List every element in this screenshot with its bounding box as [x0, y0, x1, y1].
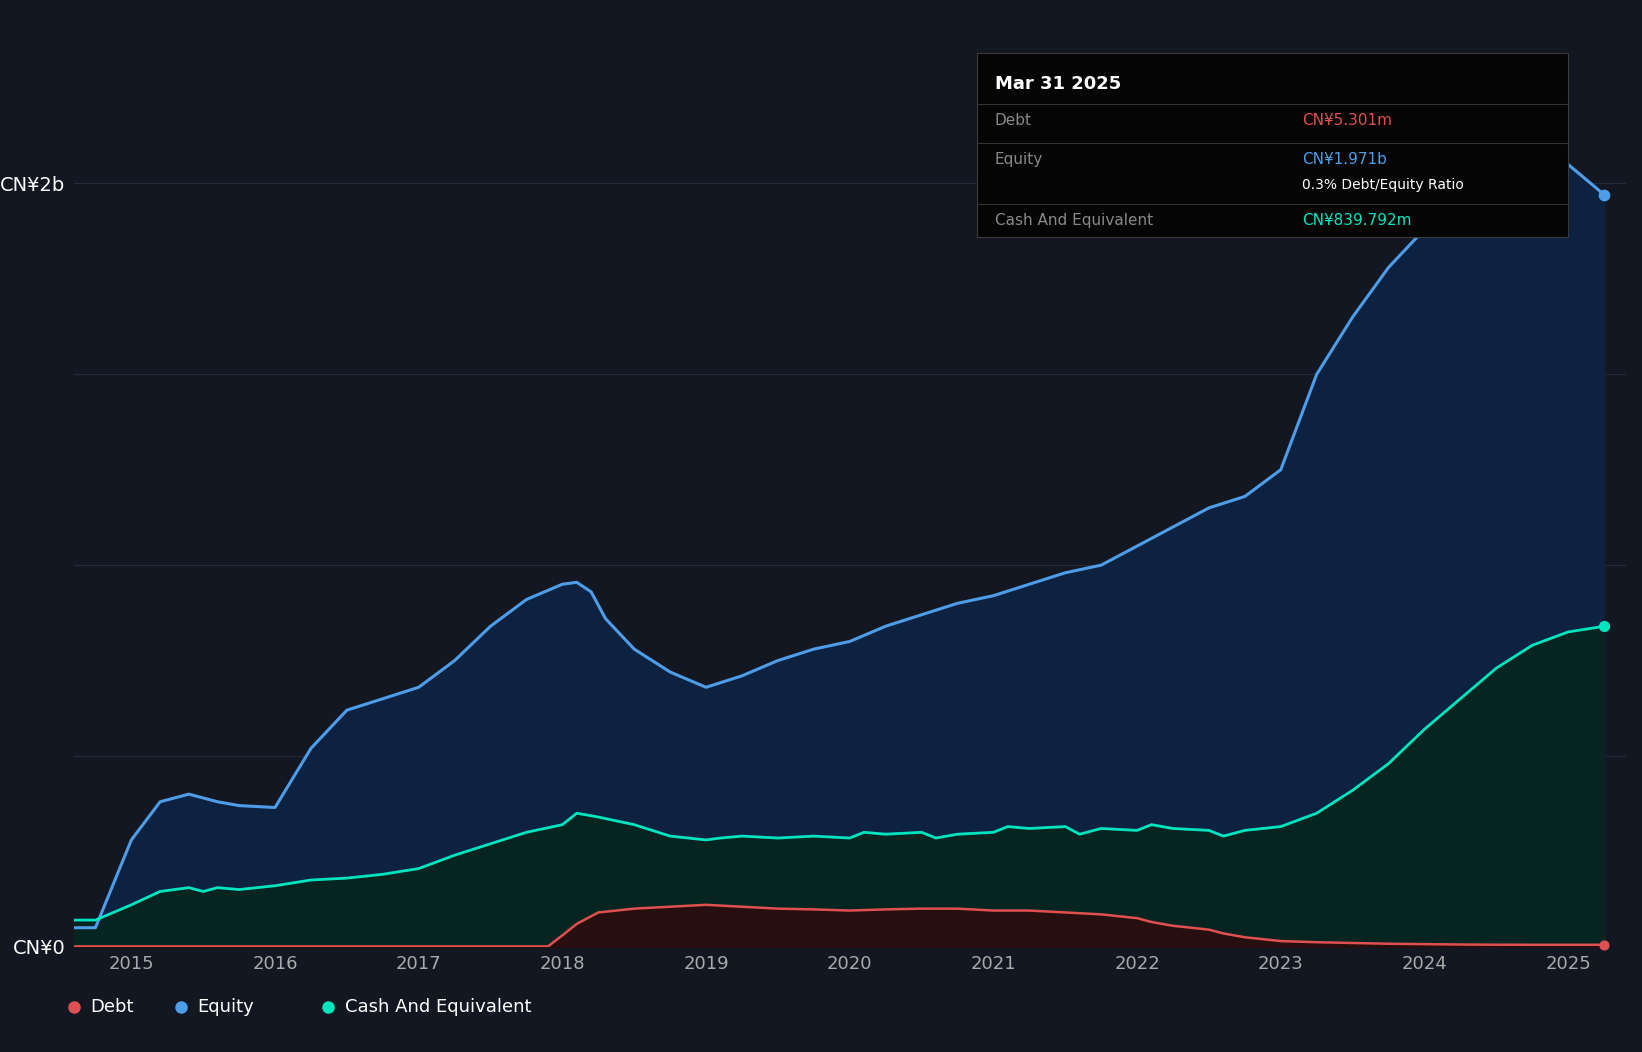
Point: [1591, 936, 1617, 953]
Point: [1591, 618, 1617, 634]
Text: Equity: Equity: [197, 998, 255, 1016]
Text: Cash And Equivalent: Cash And Equivalent: [995, 213, 1153, 227]
Text: Debt: Debt: [90, 998, 133, 1016]
Text: 0.3% Debt/Equity Ratio: 0.3% Debt/Equity Ratio: [1302, 178, 1465, 193]
Text: CN¥1.971b: CN¥1.971b: [1302, 151, 1387, 167]
Text: CN¥5.301m: CN¥5.301m: [1302, 114, 1392, 128]
Text: Equity: Equity: [995, 151, 1043, 167]
Point: [1591, 186, 1617, 203]
Text: CN¥839.792m: CN¥839.792m: [1302, 213, 1412, 227]
Text: Debt: Debt: [995, 114, 1031, 128]
Text: Cash And Equivalent: Cash And Equivalent: [345, 998, 532, 1016]
Text: Mar 31 2025: Mar 31 2025: [995, 75, 1121, 93]
